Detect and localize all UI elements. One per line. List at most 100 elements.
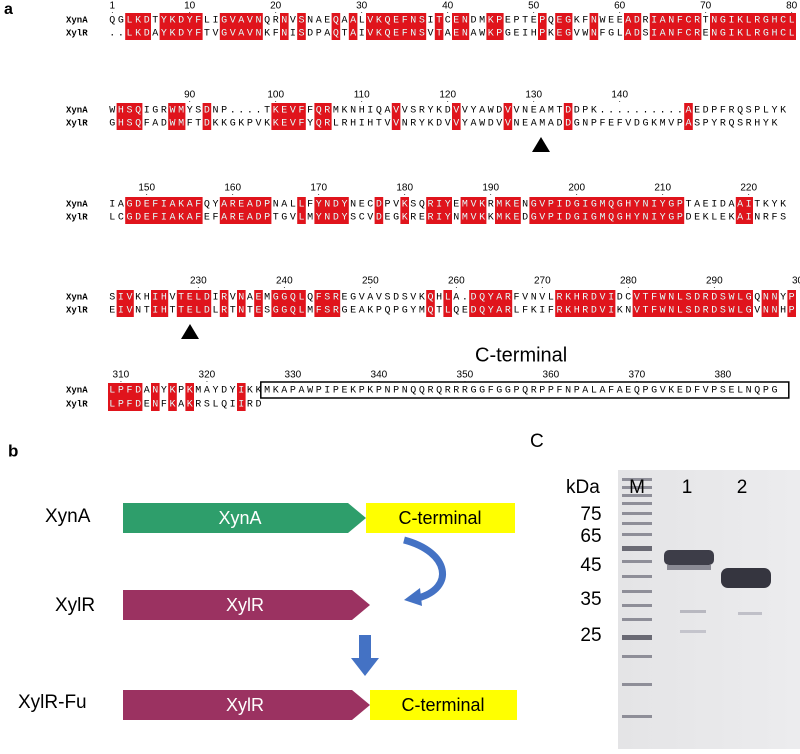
marker-label: 65 (580, 526, 601, 547)
ruler-number: 20 (270, 1, 282, 12)
ruler-number: 1 (110, 1, 116, 12)
ruler-dot: · (360, 8, 363, 17)
conserved-box (391, 103, 401, 130)
ruler-dot: · (446, 8, 449, 17)
conserved-box (469, 290, 513, 317)
xylr-arrow (123, 690, 370, 720)
conserved-box (271, 103, 306, 130)
row-label: XylR-Fu (18, 692, 87, 713)
gel (618, 470, 800, 749)
band (664, 550, 714, 565)
ruler-dot: · (747, 190, 750, 199)
seq-name: XylR (66, 28, 88, 38)
seq-name: XylR (66, 212, 88, 222)
conserved-box (735, 197, 753, 224)
ruler-dot: · (618, 97, 621, 106)
ruler-dot: · (455, 283, 458, 292)
conserved-box (426, 290, 435, 317)
box-label: C-terminal (398, 508, 481, 528)
ladder-band (622, 575, 652, 578)
conserved-box (271, 290, 306, 317)
box-label: XylR (226, 695, 264, 715)
ruler-dot: · (713, 283, 716, 292)
conserved-box (151, 290, 169, 317)
ruler-number: 300 (792, 276, 800, 287)
conserved-box (787, 290, 796, 317)
ruler-dot: · (206, 377, 209, 386)
conserved-box (452, 103, 461, 130)
conserved-box (254, 290, 263, 317)
ruler-dot: · (489, 190, 492, 199)
ruler-dot: · (661, 190, 664, 199)
ladder-band (622, 560, 652, 563)
ruler-number: 350 (457, 370, 474, 381)
panel-label: b (8, 441, 18, 460)
ruler-dot: · (403, 190, 406, 199)
ruler-number: 250 (362, 276, 379, 287)
ruler-dot: · (145, 190, 148, 199)
arrow-head (351, 658, 379, 676)
conserved-box (503, 103, 513, 130)
ruler-number: 160 (224, 183, 241, 194)
row-label: XylR (55, 595, 95, 616)
ruler-number: 10 (184, 1, 196, 12)
conserved-box (116, 290, 134, 317)
conserved-box (219, 197, 272, 224)
ruler-number: 240 (276, 276, 293, 287)
conserved-box (563, 103, 573, 130)
ruler-dot: · (532, 8, 535, 17)
conserved-box (108, 383, 143, 411)
ruler-number: 380 (715, 370, 732, 381)
row-label: XynA (45, 506, 91, 527)
conserved-box (443, 290, 452, 317)
panel-a: a C-terminal 1·10·20·30·40·50·60·70·80·X… (4, 1, 800, 411)
panel-label: a (4, 1, 13, 18)
ladder-band (622, 478, 652, 481)
ruler-number: 140 (611, 90, 628, 101)
ruler-dot: · (446, 97, 449, 106)
ladder-band (622, 635, 652, 640)
conserved-box (185, 383, 194, 411)
conserved-box (219, 13, 263, 40)
ladder-band (622, 502, 652, 505)
conserved-box (348, 13, 358, 40)
ruler-number: 60 (614, 1, 626, 12)
conserved-box (314, 103, 332, 130)
ruler-number: 100 (267, 90, 284, 101)
ladder (622, 478, 652, 718)
conserved-box (219, 290, 229, 317)
band (680, 630, 706, 633)
conserved-box (125, 13, 151, 40)
conserved-box (624, 13, 642, 40)
conserved-box (151, 383, 160, 411)
conserved-box (202, 103, 212, 130)
panel-b: b XynA XynA C-terminal XylR XylR XylR-Fu… (8, 441, 517, 720)
ruler-number: 110 (354, 90, 370, 101)
conserved-box (589, 13, 599, 40)
c-terminal-box (366, 503, 515, 533)
ruler-dot: · (274, 8, 277, 17)
c-terminal-frame (260, 381, 790, 399)
xylr-arrow (123, 590, 370, 620)
ruler-number: 50 (528, 1, 540, 12)
ruler-dot: · (799, 283, 800, 292)
triangle-marker (181, 324, 199, 339)
ruler-number: 280 (620, 276, 637, 287)
conserved-box (555, 290, 616, 317)
seq-name: XynA (66, 292, 88, 302)
conserved-box (529, 197, 685, 224)
conserved-box (280, 13, 289, 40)
ruler-dot: · (231, 190, 234, 199)
ruler-number: 70 (700, 1, 712, 12)
ruler-number: 330 (285, 370, 302, 381)
box-label: XylR (226, 595, 264, 615)
conserved-box (297, 13, 306, 40)
ruler-dot: · (283, 283, 286, 292)
sequence: MKAPAWPIPEKPKPNPNQQRQRRRGGFGGPQRPPFNPALA… (264, 386, 777, 397)
conserved-box (159, 13, 203, 40)
conserved-box (538, 13, 547, 40)
ruler-number: 40 (442, 1, 454, 12)
